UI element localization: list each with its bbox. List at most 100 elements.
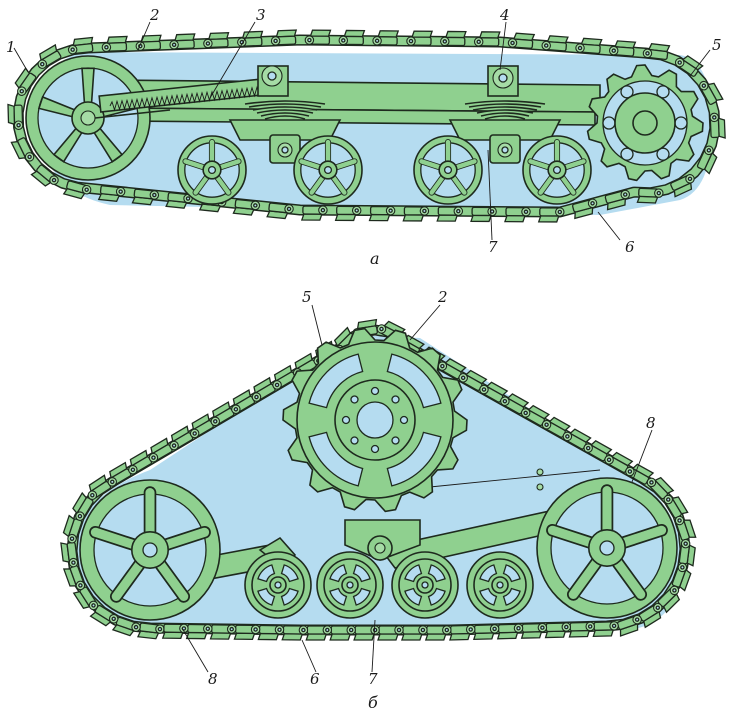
leader-a-3 — [209, 21, 256, 99]
road-wheels-b — [244, 551, 534, 619]
leader-a-7 — [487, 149, 493, 241]
road-wheel-b-2 — [316, 551, 384, 619]
shock-absorber-left — [257, 65, 289, 97]
track-link — [541, 35, 569, 52]
track-link — [72, 586, 99, 611]
track-link — [709, 112, 726, 139]
road-wheel-b-4 — [466, 551, 534, 619]
track-link — [575, 37, 603, 55]
track-link — [257, 624, 285, 641]
track-link — [14, 67, 37, 96]
track-link — [89, 604, 119, 627]
drive-sprocket-a — [586, 64, 704, 182]
track-link — [148, 437, 173, 463]
leader-b-8-left — [181, 627, 209, 673]
leader-a-5 — [689, 49, 711, 77]
road-wheel-a-4 — [522, 135, 592, 205]
track-link — [400, 625, 428, 641]
label-b-8-left: 8 — [208, 670, 218, 688]
track-link — [233, 624, 261, 641]
track-link — [338, 29, 366, 46]
shock-absorber-right — [487, 65, 519, 97]
track-link — [334, 205, 362, 222]
track-link — [699, 80, 724, 106]
track-link — [504, 206, 531, 223]
road-wheel-a-3 — [413, 135, 483, 205]
caption-a: а — [370, 249, 380, 268]
track-link — [62, 180, 92, 200]
label-a-2: 2 — [149, 6, 160, 24]
track-link — [37, 43, 62, 69]
road-wheels-a — [177, 135, 592, 205]
track-link — [300, 205, 328, 221]
leader-b-7 — [371, 619, 376, 673]
leader-b-5 — [311, 304, 323, 346]
drive-sprocket-b — [282, 327, 468, 513]
track-link — [10, 137, 35, 162]
track-link — [674, 515, 697, 541]
track-link — [424, 625, 452, 641]
track-link — [520, 622, 548, 639]
track-link — [520, 404, 550, 427]
track-link — [449, 624, 476, 641]
track-link — [203, 32, 230, 49]
track-link — [544, 622, 572, 639]
idler-wheel-a — [25, 55, 151, 181]
figure-a: 1 2 3 4 5 6 7 а — [6, 6, 726, 268]
label-a-7: 7 — [488, 238, 498, 256]
track-link — [30, 164, 59, 187]
figure-b: 5 2 8 8 6 7 б — [60, 288, 697, 712]
track-link — [472, 624, 500, 641]
track-link — [135, 34, 162, 51]
road-wheel-a-2 — [293, 135, 363, 205]
track-link — [608, 40, 637, 57]
track-link — [231, 388, 256, 415]
label-a-6: 6 — [625, 238, 635, 256]
leader-b-2 — [409, 304, 441, 341]
leader-a-2 — [137, 21, 151, 51]
track-link — [101, 35, 128, 53]
rod-pin-1 — [536, 468, 544, 476]
track-link — [266, 202, 294, 220]
track-link — [67, 36, 94, 55]
track-link — [646, 476, 675, 500]
arm-pivot-pin — [374, 542, 386, 554]
track-link — [604, 189, 631, 211]
track-link — [604, 451, 634, 474]
track-link — [189, 413, 214, 439]
track-link — [169, 425, 194, 451]
track-link — [479, 381, 509, 403]
track-link — [368, 205, 396, 222]
track-link — [638, 602, 663, 629]
track-link — [329, 625, 356, 641]
track-link — [237, 30, 264, 47]
track-link — [572, 198, 598, 220]
track-link — [107, 461, 132, 487]
track-link — [165, 192, 193, 209]
label-b-2: 2 — [437, 288, 448, 306]
track-link — [372, 30, 400, 46]
track-link — [7, 103, 24, 130]
track-link — [72, 491, 94, 521]
track-link — [440, 30, 467, 47]
leader-b-6 — [301, 639, 317, 673]
track-link — [232, 198, 261, 216]
track-link — [87, 474, 112, 500]
track-link — [161, 623, 189, 640]
road-wheel-a-1 — [177, 135, 247, 205]
idler-wheel-b-left — [79, 479, 221, 621]
track-link — [592, 621, 619, 638]
leader-a-1 — [13, 47, 29, 73]
track-link — [458, 369, 488, 392]
idler-wheel-b-right — [536, 477, 678, 619]
track-link — [671, 562, 692, 592]
track-link — [470, 206, 497, 223]
track-link — [568, 621, 595, 638]
track-link — [562, 428, 592, 450]
track-link — [537, 207, 565, 223]
road-wheel-b-1 — [244, 551, 312, 619]
label-a-5: 5 — [712, 36, 722, 54]
track-link — [583, 440, 613, 462]
track-link — [541, 416, 571, 438]
